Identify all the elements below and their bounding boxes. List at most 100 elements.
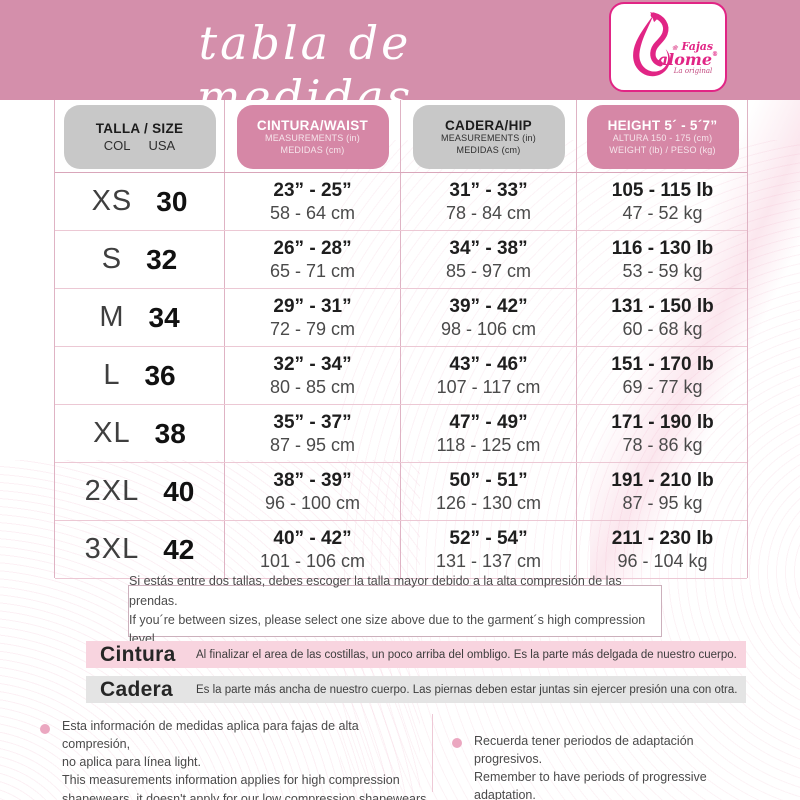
hip-inches: 52” - 54” xyxy=(449,528,528,550)
size-cell: 2XL 40 xyxy=(55,463,225,520)
brand-fajas: ❀ Fajas xyxy=(672,41,718,52)
weight-cell: 116 - 130 lb 53 - 59 kg xyxy=(577,231,748,288)
definition-text: Es la parte más ancha de nuestro cuerpo.… xyxy=(196,683,738,696)
hip-cell: 47” - 49” 118 - 125 cm xyxy=(401,405,577,462)
size-cell: XS 30 xyxy=(55,173,225,230)
weight-lb: 151 - 170 lb xyxy=(611,354,714,376)
size-col-value: 2XL xyxy=(84,475,140,508)
size-table: TALLA / SIZE COL USA CINTURA/WAIST MEASU… xyxy=(54,100,748,579)
column-header-title: CADERA/HIP xyxy=(444,117,532,133)
footnote-adaptation: Recuerda tener periodos de adaptación pr… xyxy=(474,732,764,800)
size-usa-value: 34 xyxy=(148,301,180,333)
definition-text: Al finalizar el area de las costillas, u… xyxy=(196,648,737,661)
definition-label: Cadera xyxy=(100,677,174,701)
column-header-box: HEIGHT 5´ - 5´7” ALTURA 150 - 175 (cm) W… xyxy=(586,105,739,169)
column-header-sub2: MEDIDAS (cm) xyxy=(456,144,521,155)
weight-lb: 211 - 230 lb xyxy=(611,528,714,550)
weight-cell: 131 - 150 lb 60 - 68 kg xyxy=(577,289,748,346)
brand-salome-text: alome xyxy=(657,50,712,69)
brand-wordmark: ❀ Fajas alome® La original xyxy=(658,41,718,75)
flower-icon: ❀ xyxy=(671,43,678,52)
size-col-value: 3XL xyxy=(84,533,140,566)
waist-cell: 23” - 25” 58 - 64 cm xyxy=(225,173,401,230)
weight-lb: 131 - 150 lb xyxy=(611,296,714,318)
table-row: 3XL 42 40” - 42” 101 - 106 cm 52” - 54” … xyxy=(55,521,747,579)
column-header-title: CINTURA/WAIST xyxy=(256,117,369,133)
hip-cell: 43” - 46” 107 - 117 cm xyxy=(401,347,577,404)
waist-cm: 80 - 85 cm xyxy=(269,376,356,397)
column-header: CINTURA/WAIST MEASUREMENTS (in) MEDIDAS … xyxy=(225,100,401,172)
size-col-value: L xyxy=(103,359,121,392)
waist-inches: 23” - 25” xyxy=(273,180,352,202)
bullet-icon xyxy=(40,724,50,734)
hip-cm: 118 - 125 cm xyxy=(436,434,541,455)
column-header-title: HEIGHT 5´ - 5´7” xyxy=(607,117,718,133)
column-header-sub1: ALTURA 150 - 175 (cm) xyxy=(612,132,713,143)
column-header-box: CINTURA/WAIST MEASUREMENTS (in) MEDIDAS … xyxy=(236,105,389,169)
page-title: tabla de medidas xyxy=(196,16,414,124)
size-usa-value: 36 xyxy=(144,359,176,391)
footnotes: Esta información de medidas aplica para … xyxy=(0,712,800,800)
size-usa-value: 42 xyxy=(163,533,195,565)
hip-inches: 47” - 49” xyxy=(449,412,528,434)
column-header-box: TALLA / SIZE COL USA xyxy=(63,105,216,169)
brand-logo: ❀ Fajas alome® La original xyxy=(609,2,727,92)
weight-cell: 171 - 190 lb 78 - 86 kg xyxy=(577,405,748,462)
footnote-line: This measurements information applies fo… xyxy=(62,773,400,788)
column-header-subtitles: ALTURA 150 - 175 (cm) WEIGHT (lb) / PESO… xyxy=(609,133,715,156)
footnote-line: Esta información de medidas aplica para … xyxy=(62,719,359,752)
waist-inches: 32” - 34” xyxy=(273,354,352,376)
waist-cell: 26” - 28” 65 - 71 cm xyxy=(225,231,401,288)
hip-inches: 43” - 46” xyxy=(449,354,528,376)
size-col-value: XL xyxy=(93,417,131,450)
hip-inches: 31” - 33” xyxy=(449,180,528,202)
waist-cm: 101 - 106 cm xyxy=(259,550,366,571)
definition-bar: Cintura Al finalizar el area de las cost… xyxy=(86,641,746,668)
weight-lb: 105 - 115 lb xyxy=(611,180,714,202)
hip-cm: 78 - 84 cm xyxy=(445,202,532,223)
hip-cell: 31” - 33” 78 - 84 cm xyxy=(401,173,577,230)
hip-cell: 52” - 54” 131 - 137 cm xyxy=(401,521,577,578)
column-header: HEIGHT 5´ - 5´7” ALTURA 150 - 175 (cm) W… xyxy=(577,100,748,172)
weight-kg: 78 - 86 kg xyxy=(622,434,703,455)
waist-cell: 29” - 31” 72 - 79 cm xyxy=(225,289,401,346)
column-header-subtitles: MEASUREMENTS (in) MEDIDAS (cm) xyxy=(265,133,360,156)
waist-inches: 35” - 37” xyxy=(273,412,352,434)
weight-lb: 191 - 210 lb xyxy=(611,470,714,492)
footnote-line: Remember to have periods of progressive … xyxy=(474,770,707,800)
weight-lb: 171 - 190 lb xyxy=(611,412,714,434)
size-table-header-row: TALLA / SIZE COL USA CINTURA/WAIST MEASU… xyxy=(55,100,747,173)
waist-inches: 38” - 39” xyxy=(273,470,352,492)
size-cell: L 36 xyxy=(55,347,225,404)
column-header-subtitles: MEASUREMENTS (in) MEDIDAS (cm) xyxy=(441,133,536,156)
weight-kg: 96 - 104 kg xyxy=(617,550,708,571)
waist-cell: 38” - 39” 96 - 100 cm xyxy=(225,463,401,520)
footnote-line: no aplica para línea light. xyxy=(62,755,201,770)
column-header-sub2: USA xyxy=(148,138,176,153)
table-row: XS 30 23” - 25” 58 - 64 cm 31” - 33” 78 … xyxy=(55,173,747,231)
measurement-definitions: Cintura Al finalizar el area de las cost… xyxy=(86,641,746,711)
column-header-box: CADERA/HIP MEASUREMENTS (in) MEDIDAS (cm… xyxy=(412,105,565,169)
column-header-title: TALLA / SIZE xyxy=(95,121,184,136)
brand-tagline: La original xyxy=(673,67,713,75)
size-usa-value: 38 xyxy=(154,417,186,449)
size-usa-value: 30 xyxy=(156,185,188,217)
between-sizes-note: Si estás entre dos tallas, debes escoger… xyxy=(128,574,662,646)
hip-cm: 98 - 106 cm xyxy=(440,318,537,339)
hip-cm: 107 - 117 cm xyxy=(436,376,541,397)
waist-inches: 40” - 42” xyxy=(273,528,352,550)
waist-cm: 58 - 64 cm xyxy=(269,202,356,223)
brand-fajas-text: Fajas xyxy=(681,40,714,53)
weight-cell: 151 - 170 lb 69 - 77 kg xyxy=(577,347,748,404)
table-row: 2XL 40 38” - 39” 96 - 100 cm 50” - 51” 1… xyxy=(55,463,747,521)
definition-bar: Cadera Es la parte más ancha de nuestro … xyxy=(86,676,746,703)
size-table-body: XS 30 23” - 25” 58 - 64 cm 31” - 33” 78 … xyxy=(55,173,747,579)
column-header-sub1: MEASUREMENTS (in) xyxy=(265,132,360,143)
swan-icon xyxy=(633,12,670,77)
size-usa-value: 40 xyxy=(163,475,195,507)
bullet-icon xyxy=(452,738,462,748)
hip-cm: 126 - 130 cm xyxy=(435,492,542,513)
brand-salome: alome® xyxy=(658,52,718,68)
hip-cell: 50” - 51” 126 - 130 cm xyxy=(401,463,577,520)
